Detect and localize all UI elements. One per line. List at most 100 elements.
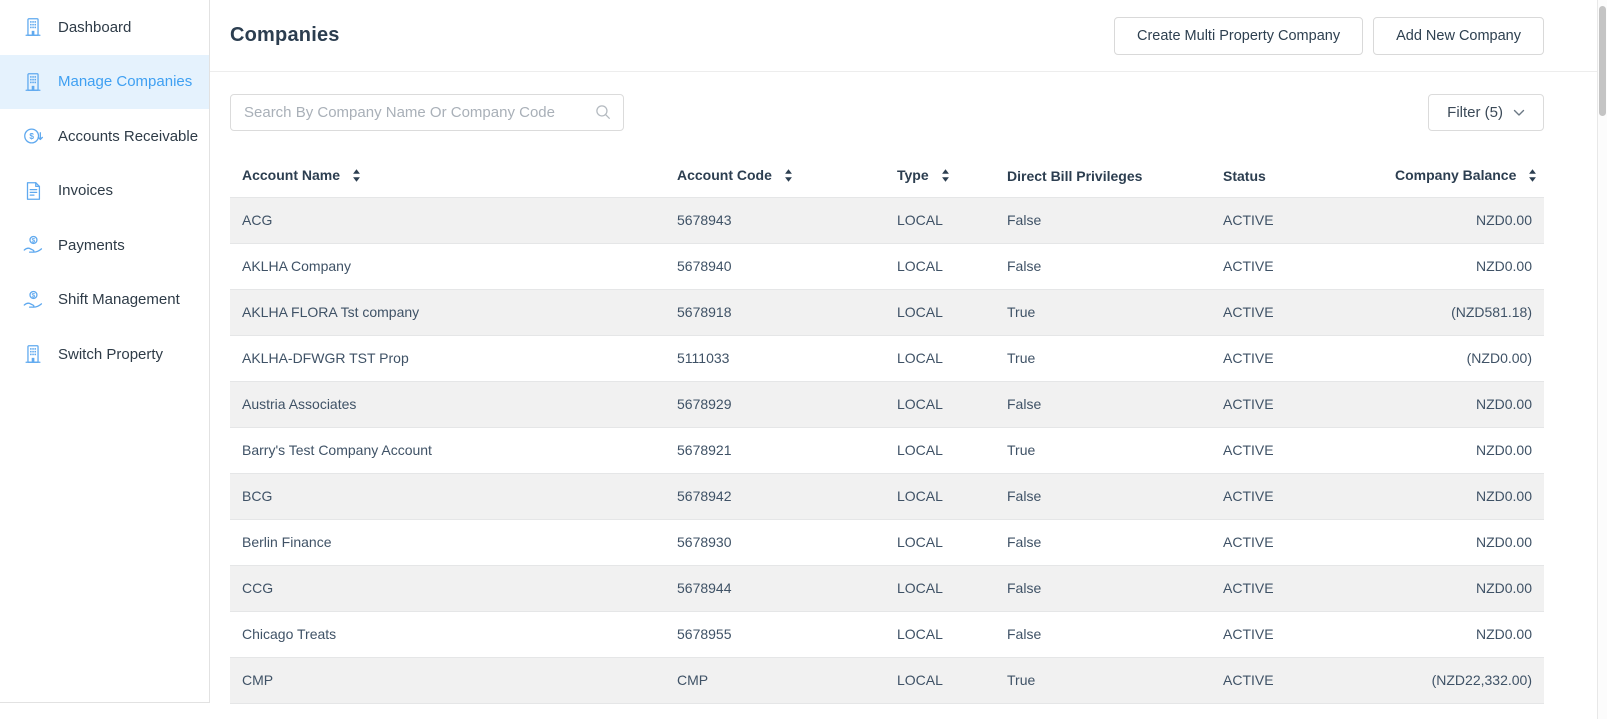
cell-balance: (NZD0.00) (1383, 335, 1544, 382)
column-header-account-name[interactable]: Account Name (230, 155, 665, 198)
table-row[interactable]: AKLHA-DFWGR TST Prop 5111033 LOCAL True … (230, 335, 1544, 382)
cell-account-name: AKLHA-DFWGR TST Prop (230, 335, 665, 382)
svg-text:$: $ (29, 132, 34, 141)
table-header-row: Account Name Account Code Type Direct Bi… (230, 155, 1544, 198)
cell-account-code: 5678944 (665, 565, 885, 612)
table-row[interactable]: CMP CMP LOCAL True ACTIVE (NZD22,332.00) (230, 657, 1544, 704)
hand-coin-icon: $ (23, 236, 43, 254)
cell-type: LOCAL (885, 243, 995, 290)
cell-account-name: AKLHA Company (230, 243, 665, 290)
cell-type: LOCAL (885, 611, 995, 658)
cell-balance: NZD0.00 (1383, 611, 1544, 658)
table-row[interactable]: AKLHA FLORA Tst company 5678918 LOCAL Tr… (230, 289, 1544, 336)
create-multi-property-company-button[interactable]: Create Multi Property Company (1114, 16, 1364, 55)
cell-direct-bill: False (995, 519, 1211, 566)
sidebar-item-label: Payments (58, 236, 125, 254)
cell-status: ACTIVE (1211, 243, 1383, 290)
invoice-icon (26, 181, 41, 200)
column-header-company-balance[interactable]: Company Balance (1383, 155, 1544, 198)
cell-account-name: Chicago Treats (230, 611, 665, 658)
cell-type: LOCAL (885, 519, 995, 566)
table-row[interactable]: Austria Associates 5678929 LOCAL False A… (230, 381, 1544, 428)
add-new-company-button[interactable]: Add New Company (1373, 16, 1544, 55)
column-header-type[interactable]: Type (885, 155, 995, 198)
cell-account-name: AKLHA FLORA Tst company (230, 289, 665, 336)
cell-status: ACTIVE (1211, 519, 1383, 566)
cell-type: LOCAL (885, 289, 995, 336)
table-row[interactable]: Chicago Treats 5678955 LOCAL False ACTIV… (230, 611, 1544, 658)
cell-account-code: 5678955 (665, 611, 885, 658)
cell-account-name: CMP (230, 657, 665, 704)
sidebar-item-accounts-receivable[interactable]: $ Accounts Receivable (0, 109, 209, 164)
sidebar-item-shift-management[interactable]: $ Shift Management (0, 273, 209, 328)
cell-account-name: ACG (230, 197, 665, 244)
dollar-circle-icon: $ (24, 128, 43, 144)
cell-account-code: 5678929 (665, 381, 885, 428)
page-header: Companies Create Multi Property Company … (210, 0, 1607, 72)
svg-text:$: $ (32, 238, 36, 245)
cell-type: LOCAL (885, 197, 995, 244)
cell-account-code: 5678942 (665, 473, 885, 520)
cell-account-name: Barry's Test Company Account (230, 427, 665, 474)
cell-direct-bill: False (995, 473, 1211, 520)
table-row[interactable]: CCG 5678944 LOCAL False ACTIVE NZD0.00 (230, 565, 1544, 612)
page-title: Companies (230, 24, 340, 46)
cell-balance: NZD0.00 (1383, 381, 1544, 428)
cell-direct-bill: True (995, 335, 1211, 382)
cell-account-code: 5678930 (665, 519, 885, 566)
table-row[interactable]: Barry's Test Company Account 5678921 LOC… (230, 427, 1544, 474)
chevron-down-icon (1513, 109, 1525, 116)
table-row[interactable]: BCG 5678942 LOCAL False ACTIVE NZD0.00 (230, 473, 1544, 520)
cell-account-code: 5678921 (665, 427, 885, 474)
cell-balance: NZD0.00 (1383, 519, 1544, 566)
cell-status: ACTIVE (1211, 611, 1383, 658)
column-header-direct-bill-privileges: Direct Bill Privileges (1007, 168, 1143, 184)
sidebar: Dashboard Manage Companies $ Accounts Re… (0, 0, 210, 703)
companies-table: Account Name Account Code Type Direct Bi… (230, 155, 1544, 704)
cell-account-code: CMP (665, 657, 885, 704)
sort-icon (1528, 169, 1537, 185)
sidebar-item-manage-companies[interactable]: Manage Companies (0, 54, 209, 109)
cell-status: ACTIVE (1211, 289, 1383, 336)
sidebar-item-payments[interactable]: $ Payments (0, 218, 209, 273)
cell-type: LOCAL (885, 657, 995, 704)
cell-status: ACTIVE (1211, 197, 1383, 244)
cell-account-code: 5678940 (665, 243, 885, 290)
cell-balance: NZD0.00 (1383, 473, 1544, 520)
hand-coin-icon: $ (23, 290, 43, 308)
sidebar-item-dashboard[interactable]: Dashboard (0, 0, 209, 55)
search-box (230, 94, 624, 131)
table-row[interactable]: Berlin Finance 5678930 LOCAL False ACTIV… (230, 519, 1544, 566)
sidebar-item-switch-property[interactable]: Switch Property (0, 327, 209, 382)
cell-balance: (NZD22,332.00) (1383, 657, 1544, 704)
sidebar-item-invoices[interactable]: Invoices (0, 164, 209, 219)
search-input[interactable] (230, 94, 624, 131)
cell-balance: NZD0.00 (1383, 427, 1544, 474)
cell-balance: NZD0.00 (1383, 565, 1544, 612)
cell-status: ACTIVE (1211, 335, 1383, 382)
cell-status: ACTIVE (1211, 473, 1383, 520)
column-header-account-code[interactable]: Account Code (665, 155, 885, 198)
vertical-scrollbar[interactable] (1597, 0, 1607, 719)
building-icon (25, 345, 41, 364)
table-row[interactable]: AKLHA Company 5678940 LOCAL False ACTIVE… (230, 243, 1544, 290)
cell-direct-bill: False (995, 243, 1211, 290)
cell-account-name: CCG (230, 565, 665, 612)
table-row[interactable]: ACG 5678943 LOCAL False ACTIVE NZD0.00 (230, 197, 1544, 244)
cell-account-name: Berlin Finance (230, 519, 665, 566)
cell-balance: NZD0.00 (1383, 243, 1544, 290)
search-icon (596, 105, 610, 119)
cell-balance: (NZD581.18) (1383, 289, 1544, 336)
cell-status: ACTIVE (1211, 657, 1383, 704)
main-content: Companies Create Multi Property Company … (210, 0, 1607, 719)
cell-type: LOCAL (885, 335, 995, 382)
building-icon (25, 72, 41, 91)
cell-account-name: BCG (230, 473, 665, 520)
filter-button[interactable]: Filter (5) (1428, 94, 1544, 131)
sidebar-item-label: Invoices (58, 182, 114, 200)
scrollbar-thumb[interactable] (1599, 6, 1606, 116)
cell-status: ACTIVE (1211, 381, 1383, 428)
filter-label: Filter (5) (1447, 104, 1503, 121)
cell-status: ACTIVE (1211, 565, 1383, 612)
toolbar: Filter (5) (230, 94, 1544, 131)
